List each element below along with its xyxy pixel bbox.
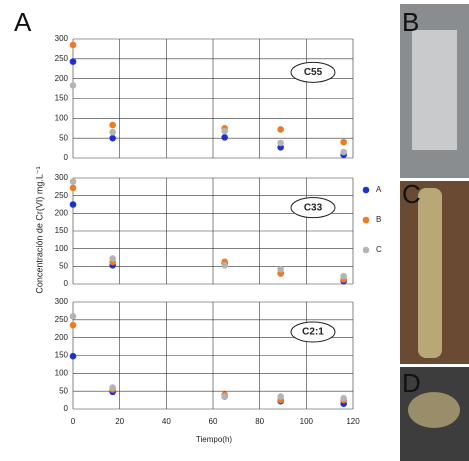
x-tick-label: 20 xyxy=(115,417,124,426)
x-tick-label: 0 xyxy=(71,417,76,426)
panel-label: C55 xyxy=(304,67,323,78)
y-tick-label: 0 xyxy=(64,404,69,413)
data-point xyxy=(69,201,77,208)
legend-marker xyxy=(362,216,370,224)
data-point xyxy=(221,134,228,141)
photo-object xyxy=(408,392,460,428)
x-tick-label: 60 xyxy=(209,417,218,426)
y-tick-label: 0 xyxy=(64,153,69,162)
data-point xyxy=(277,139,284,147)
y-tick-label: 200 xyxy=(55,333,69,342)
y-tick-label: 300 xyxy=(55,34,69,43)
y-tick-label: 50 xyxy=(59,261,68,270)
photo-object xyxy=(412,30,457,150)
panel-letter: B xyxy=(402,7,419,37)
legend-marker xyxy=(362,246,370,254)
data-point xyxy=(277,265,284,273)
data-point xyxy=(221,127,228,135)
panel-letter: A xyxy=(14,7,32,37)
y-tick-label: 0 xyxy=(64,279,69,288)
legend-label: C xyxy=(376,245,382,254)
legend-label: A xyxy=(376,185,382,194)
data-point xyxy=(109,384,116,391)
y-tick-label: 150 xyxy=(55,351,69,360)
panel-letter: C xyxy=(402,179,421,209)
data-point xyxy=(109,121,116,129)
data-point xyxy=(109,134,116,142)
data-point xyxy=(340,272,347,280)
panel-label-box xyxy=(290,61,336,83)
legend-label: B xyxy=(376,215,381,224)
panel-label-box xyxy=(290,321,336,343)
panel-label: C2:1 xyxy=(302,327,324,338)
data-point xyxy=(277,393,284,400)
y-tick-label: 100 xyxy=(55,244,69,253)
x-tick-label: 40 xyxy=(162,417,171,426)
data-point xyxy=(69,58,77,65)
data-point xyxy=(69,312,77,320)
y-axis-label: Concentración de Cr(VI) mg.L⁻¹ xyxy=(34,166,44,293)
y-tick-label: 200 xyxy=(55,208,69,217)
data-point xyxy=(221,393,228,400)
y-tick-label: 100 xyxy=(55,368,69,377)
data-point xyxy=(340,138,347,146)
data-point xyxy=(109,255,116,262)
data-point xyxy=(340,395,347,402)
y-tick-label: 250 xyxy=(55,315,69,324)
x-tick-label: 120 xyxy=(346,417,360,426)
y-tick-label: 50 xyxy=(59,386,68,395)
x-tick-label: 80 xyxy=(255,417,264,426)
y-tick-label: 150 xyxy=(55,226,69,235)
panel-label-box xyxy=(290,197,336,219)
y-tick-label: 100 xyxy=(55,113,69,122)
y-tick-label: 250 xyxy=(55,54,69,63)
data-point xyxy=(221,261,228,269)
x-axis-label: Tiempo(h) xyxy=(196,435,232,444)
y-tick-label: 250 xyxy=(55,191,69,200)
x-tick-label: 100 xyxy=(300,417,314,426)
data-point xyxy=(69,41,77,49)
y-tick-label: 300 xyxy=(55,297,69,306)
y-tick-label: 150 xyxy=(55,94,69,103)
data-point xyxy=(69,82,77,89)
data-point xyxy=(69,352,77,360)
panel-letter: D xyxy=(402,368,421,398)
data-point xyxy=(69,178,77,185)
data-point xyxy=(277,126,284,133)
y-tick-label: 300 xyxy=(55,173,69,182)
y-tick-label: 200 xyxy=(55,74,69,83)
panel-label: C33 xyxy=(304,202,323,213)
photo-object xyxy=(418,188,442,358)
data-point xyxy=(340,148,347,156)
data-point xyxy=(69,321,77,329)
legend-marker xyxy=(362,186,370,194)
data-point xyxy=(109,128,116,136)
data-point xyxy=(69,184,77,192)
y-tick-label: 50 xyxy=(59,133,68,142)
